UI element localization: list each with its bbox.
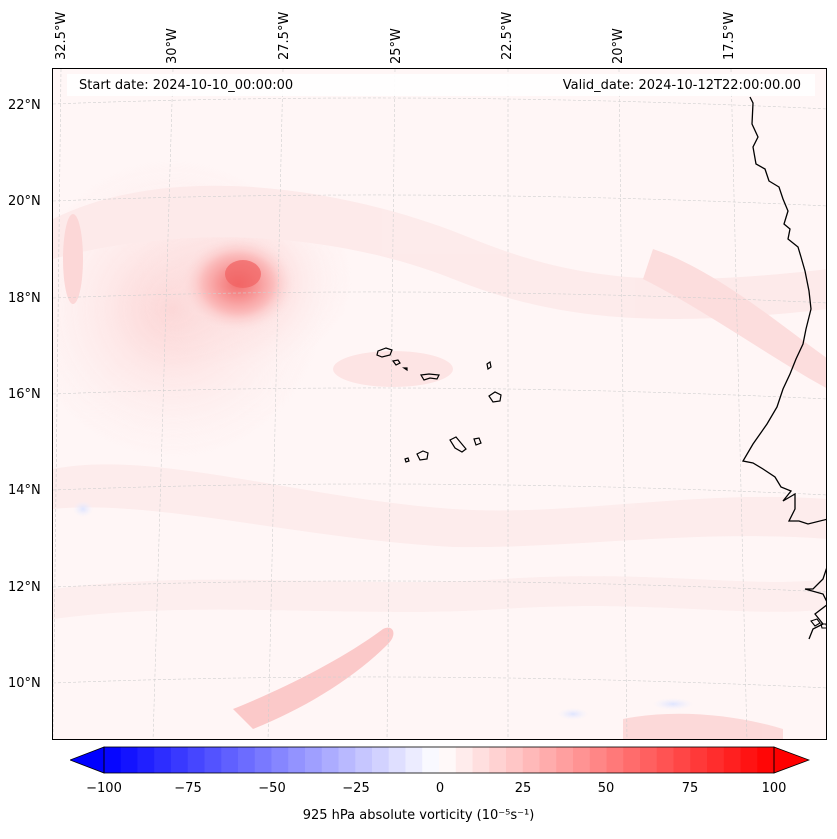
colorbar-segment (355, 747, 373, 773)
vorticity-colorbar (70, 746, 810, 774)
lat-label-10n: 10°N (8, 676, 41, 691)
cape-verde-islands (376, 347, 502, 463)
colorbar-segment (271, 747, 289, 773)
colorbar-label: 925 hPa absolute vorticity (10⁻⁵s⁻¹) (302, 808, 535, 823)
lat-label-18n: 18°N (8, 291, 41, 306)
colorbar-segment (589, 747, 607, 773)
colorbar-segment (539, 747, 557, 773)
colorbar-segment (439, 747, 457, 773)
graticule (53, 69, 826, 739)
date-info-bar: Start date: 2024-10-10_00:00:00 Valid_da… (53, 74, 826, 96)
colorbar-segment (288, 747, 306, 773)
colorbar-extend-min (70, 746, 105, 774)
colorbar-segment (405, 747, 423, 773)
lon-label-17-5w: 17.5°W (722, 11, 737, 60)
colorbar-segment (740, 747, 758, 773)
colorbar-segment (455, 747, 473, 773)
colorbar-tick-neg100: −100 (86, 781, 122, 796)
vorticity-map (53, 69, 826, 739)
colorbar-segment (422, 747, 440, 773)
colorbar-segment (506, 747, 524, 773)
colorbar-segment (606, 747, 624, 773)
vorticity-field (53, 159, 826, 739)
colorbar-segment (723, 747, 741, 773)
colorbar-segment (656, 747, 674, 773)
colorbar-tick-neg50: −50 (258, 781, 286, 796)
colorbar-tick-50: 50 (597, 781, 615, 796)
colorbar-segment (522, 747, 540, 773)
colorbar-segment (221, 747, 239, 773)
colorbar-tick-0: 0 (435, 781, 445, 796)
lat-label-22n: 22°N (8, 98, 41, 113)
colorbar-segment (372, 747, 390, 773)
colorbar-segment (120, 747, 138, 773)
lat-label-16n: 16°N (8, 387, 41, 402)
lon-label-22-5w: 22.5°W (500, 11, 515, 60)
colorbar-segment (238, 747, 256, 773)
africa-coastline (741, 96, 826, 640)
colorbar-extend-max (773, 746, 810, 774)
colorbar-segment (472, 747, 490, 773)
lon-label-30w: 30°W (165, 28, 180, 64)
colorbar-segment (489, 747, 507, 773)
start-date-label: Start date: 2024-10-10_00:00:00 (79, 78, 294, 93)
colorbar-segment (690, 747, 708, 773)
map-panel[interactable]: Start date: 2024-10-10_00:00:00 Valid_da… (52, 68, 827, 740)
colorbar-tick-neg75: −75 (174, 781, 202, 796)
colorbar-segment (573, 747, 591, 773)
valid-date-label: Valid_date: 2024-10-12T22:00:00.00 (562, 78, 801, 93)
date-header (67, 74, 815, 96)
colorbar-segment (388, 747, 406, 773)
colorbar-segment (757, 747, 775, 773)
colorbar-segment (104, 747, 122, 773)
lon-label-27-5w: 27.5°W (277, 11, 292, 60)
lat-label-20n: 20°N (8, 194, 41, 209)
colorbar-tick-neg25: −25 (342, 781, 370, 796)
colorbar-tick-100: 100 (761, 781, 787, 796)
colorbar-segment (707, 747, 725, 773)
lon-label-20w: 20°W (611, 28, 626, 64)
colorbar-segment (204, 747, 222, 773)
colorbar-segment (556, 747, 574, 773)
colorbar-segment (338, 747, 356, 773)
colorbar-segment (154, 747, 172, 773)
colorbar-tick-75: 75 (681, 781, 699, 796)
colorbar-segment (623, 747, 641, 773)
colorbar-frame (103, 746, 775, 774)
colorbar-segment (321, 747, 339, 773)
colorbar-segment (673, 747, 691, 773)
colorbar-tick-25: 25 (514, 781, 532, 796)
colorbar-segment (187, 747, 205, 773)
colorbar-segment (640, 747, 658, 773)
colorbar-segment (171, 747, 189, 773)
colorbar-segment (254, 747, 272, 773)
lon-label-32-5w: 32.5°W (54, 11, 69, 60)
bissagos-islands (810, 618, 826, 629)
colorbar-segment (305, 747, 323, 773)
colorbar-segment (137, 747, 155, 773)
lat-label-12n: 12°N (8, 580, 41, 595)
lat-label-14n: 14°N (8, 483, 41, 498)
lon-label-25w: 25°W (389, 28, 404, 64)
